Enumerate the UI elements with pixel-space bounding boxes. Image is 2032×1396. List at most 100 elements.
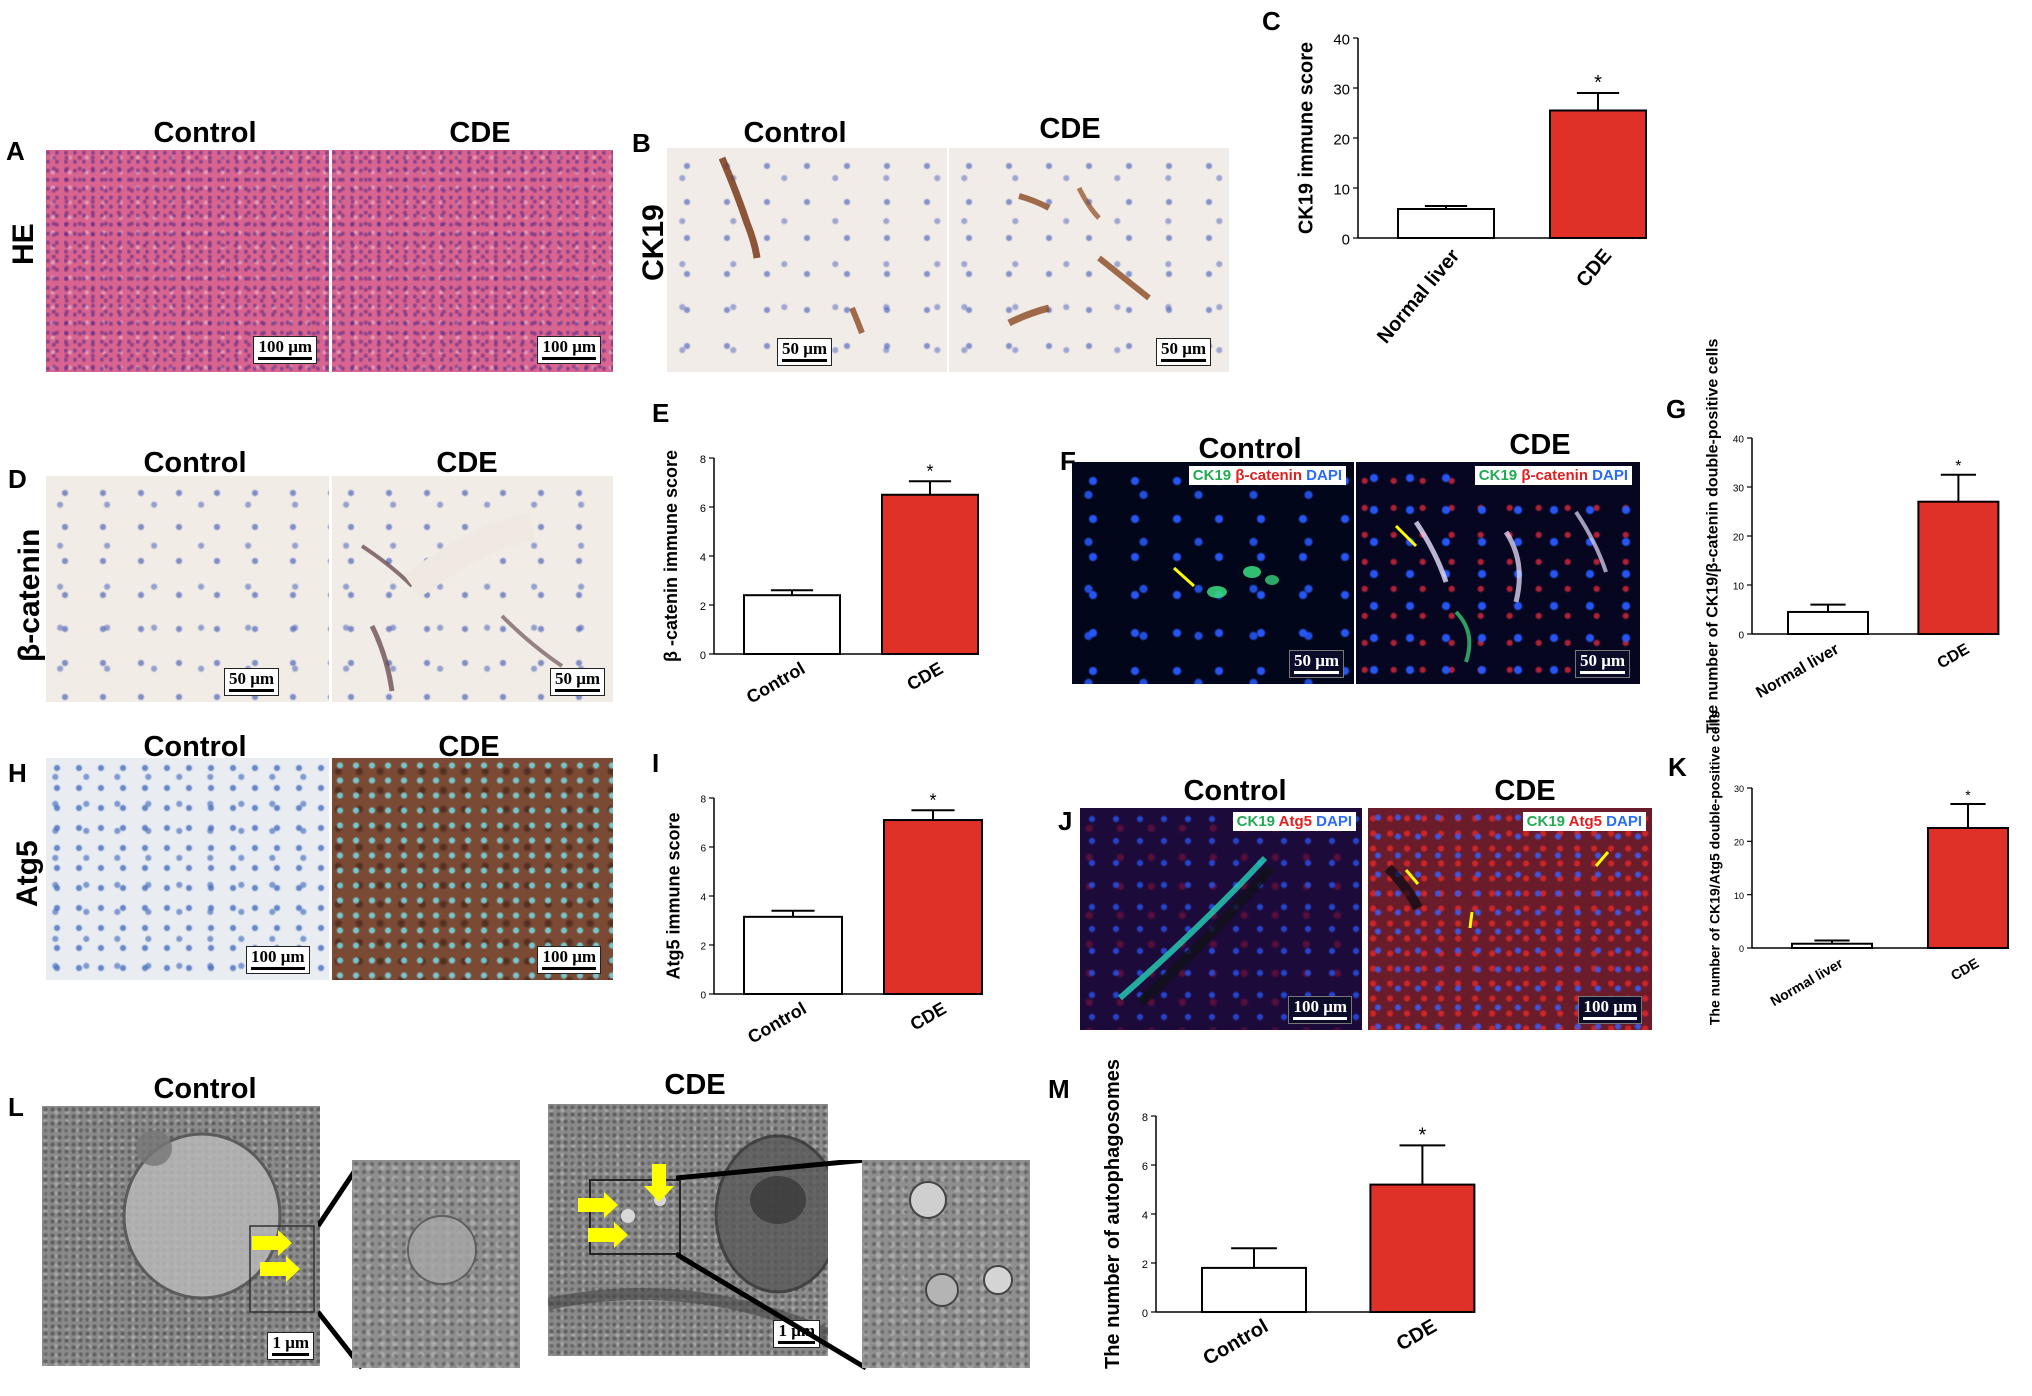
significance-marker: * xyxy=(1594,72,1602,94)
micrograph-ck19-control: 50 μm xyxy=(667,148,947,372)
channel-legend: CK19 β-catenin DAPI xyxy=(1188,466,1346,485)
significance-marker: * xyxy=(1419,1124,1427,1146)
bar-cde xyxy=(1549,109,1647,239)
group-label-cde: CDE xyxy=(438,731,500,763)
chart-m: 0 2 4 6 8 The number of autophagosomes Control… xyxy=(1102,1059,1476,1370)
y-tick-label: 30 xyxy=(1734,784,1744,794)
fluorescence-signal xyxy=(1394,510,1608,663)
significance-marker: * xyxy=(1955,458,1961,475)
y-tick-label: 20 xyxy=(1734,838,1744,848)
y-tick-label: 6 xyxy=(700,844,706,855)
x-tick-label: Control xyxy=(744,998,809,1047)
row-label-ck19: CK19 xyxy=(637,204,670,281)
tem-zoom-features xyxy=(909,1181,1013,1307)
ck19-staining xyxy=(718,156,865,335)
y-tick-label: 0 xyxy=(1142,1308,1148,1320)
scale-bar: 1 μm xyxy=(773,1320,820,1348)
y-tick-label: 4 xyxy=(1142,1210,1148,1222)
scale-bar: 50 μm xyxy=(1155,338,1211,366)
y-tick-label: 8 xyxy=(700,454,706,466)
bar-control xyxy=(743,915,843,995)
x-tick-label: CDE xyxy=(1935,641,1973,673)
micrograph-if-ck19-atg5-control: CK19 Atg5 DAPI 100 μm xyxy=(1080,808,1362,1030)
x-tick-label: Normal liver xyxy=(1767,954,1846,1009)
scale-bar: 100 μm xyxy=(537,946,601,974)
micrograph-if-ck19-beta-catenin-control: CK19 β-catenin DAPI 50 μm xyxy=(1072,462,1354,684)
x-tick-label: Control xyxy=(743,658,808,707)
row-label-atg5: Atg5 xyxy=(11,840,44,907)
panel-label-c: C xyxy=(1262,6,1281,36)
x-tick-label: CDE xyxy=(903,658,946,694)
channel-legend: CK19 β-catenin DAPI xyxy=(1474,466,1632,485)
y-tick-label: 10 xyxy=(1733,582,1745,593)
y-tick-label: 4 xyxy=(700,893,706,904)
scale-bar: 50 μm xyxy=(549,668,605,696)
panel-label-e: E xyxy=(652,398,670,428)
x-tick-label: CDE xyxy=(1393,1315,1441,1355)
y-axis-label: The number of CK19/Atg5 double-positive … xyxy=(1707,711,1723,1025)
group-label-cde: CDE xyxy=(664,1069,726,1101)
y-tick-label: 0 xyxy=(1342,231,1350,248)
zoom-connector-lines xyxy=(676,1160,866,1370)
panel-label-h: H xyxy=(8,758,27,788)
scale-bar: 50 μm xyxy=(1288,650,1344,678)
chart-k: 0 10 20 30 The number of CK19/Atg5 double-po… xyxy=(1707,711,2009,1025)
tem-zoom-features xyxy=(407,1215,477,1285)
y-tick-label: 8 xyxy=(700,795,706,806)
group-label-control: Control xyxy=(1183,775,1287,807)
bar-control xyxy=(1397,208,1495,239)
panel-label-g: G xyxy=(1666,394,1687,424)
y-axis-label: CK19 immune score xyxy=(1295,42,1317,234)
micrograph-he-control: 100 μm xyxy=(46,150,329,372)
panel-label-f: F xyxy=(1060,446,1076,476)
group-label-control: Control xyxy=(143,447,247,479)
group-label-control: Control xyxy=(153,117,257,149)
bar-cde xyxy=(1917,500,2000,635)
panel-label-m: M xyxy=(1048,1074,1070,1104)
x-tick-label: CDE xyxy=(1948,955,1982,984)
y-tick-label: 10 xyxy=(1734,891,1744,901)
y-tick-label: 30 xyxy=(1333,81,1350,98)
x-tick-label: CDE xyxy=(1572,245,1616,291)
micrograph-if-ck19-atg5-cde: CK19 Atg5 DAPI 100 μm xyxy=(1368,808,1652,1030)
panel-label-i: I xyxy=(652,748,660,778)
y-tick-label: 40 xyxy=(1733,435,1745,446)
micrograph-tem-cde: 1 μm xyxy=(548,1104,828,1356)
channel-legend: CK19 Atg5 DAPI xyxy=(1522,812,1646,831)
scale-bar: 50 μm xyxy=(777,338,833,366)
panel-label-l: L xyxy=(8,1092,24,1122)
bar-cde xyxy=(881,493,979,655)
y-tick-label: 6 xyxy=(1142,1161,1148,1173)
scale-bar: 100 μm xyxy=(537,336,601,364)
x-tick-label: CDE xyxy=(907,998,950,1034)
channel-legend: CK19 Atg5 DAPI xyxy=(1232,812,1356,831)
y-tick-label: 0 xyxy=(700,991,706,1002)
panel-label-d: D xyxy=(8,464,27,494)
group-label-control: Control xyxy=(743,117,847,149)
tem-features xyxy=(548,1134,828,1340)
y-tick-label: 6 xyxy=(700,503,706,515)
ck19-staining xyxy=(1007,186,1151,327)
panel-label-j: J xyxy=(1058,806,1073,836)
group-label-cde: CDE xyxy=(449,117,511,149)
y-tick-label: 10 xyxy=(1333,181,1350,198)
y-tick-label: 4 xyxy=(700,552,706,564)
y-axis-label: The number of autophagosomes xyxy=(1102,1059,1124,1369)
scale-bar: 100 μm xyxy=(1288,996,1352,1024)
scale-bar: 50 μm xyxy=(1574,650,1630,678)
row-label-beta-catenin: β-catenin xyxy=(13,528,46,662)
y-tick-label: 40 xyxy=(1333,31,1350,48)
y-tick-label: 20 xyxy=(1733,533,1745,544)
x-tick-label: Normal liver xyxy=(1373,245,1464,348)
micrograph-atg5-cde: 100 μm xyxy=(332,758,613,980)
scale-bar: 100 μm xyxy=(253,336,317,364)
micrograph-tem-cde-zoom xyxy=(862,1160,1030,1368)
group-label-cde: CDE xyxy=(1039,113,1101,145)
row-label-he: HE xyxy=(7,223,40,265)
y-axis-label: β -catenin immune score xyxy=(661,450,681,662)
bar-cde xyxy=(1369,1183,1476,1313)
bar-control xyxy=(743,594,841,655)
group-label-cde: CDE xyxy=(1494,775,1556,807)
bar-cde xyxy=(883,819,983,995)
y-tick-label: 0 xyxy=(1738,631,1744,642)
